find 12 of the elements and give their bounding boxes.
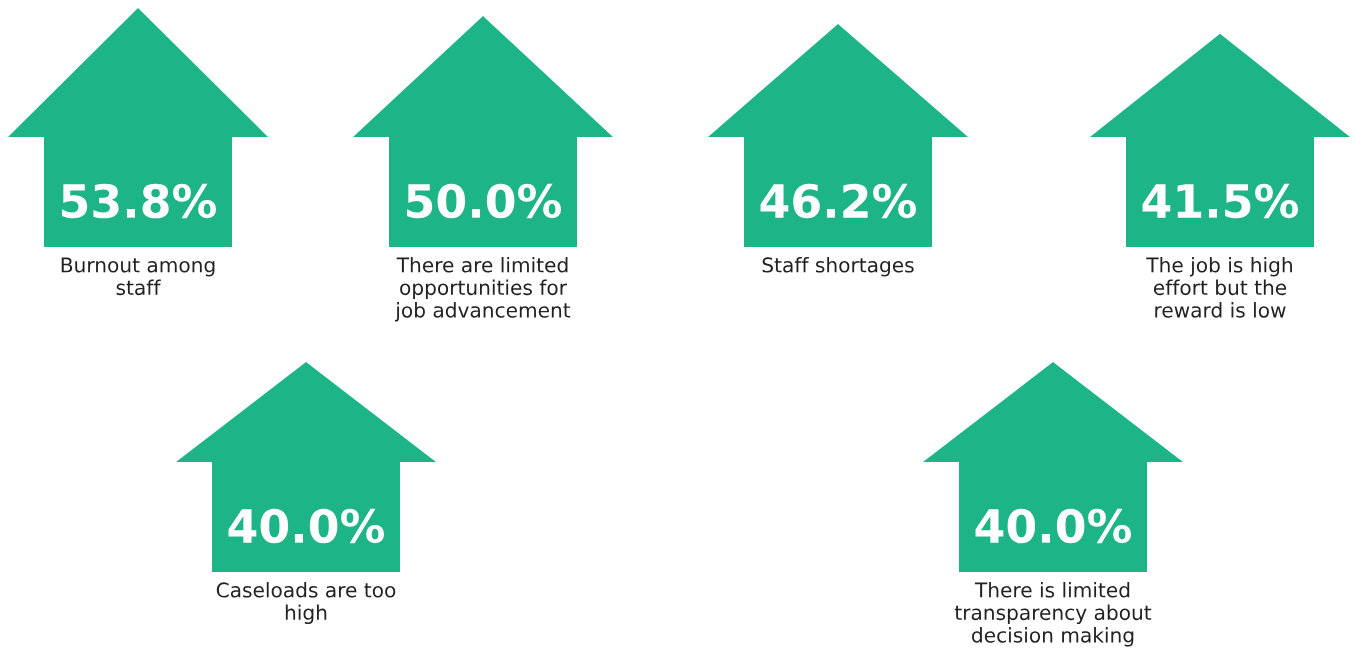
category-label: There is limited transparency about decision making — [954, 582, 1152, 647]
data-label: 50.0% — [407, 183, 562, 219]
category-label: Caseloads are too high — [216, 582, 396, 625]
category-label: There are limited opportunities for job advancement — [394, 257, 571, 322]
data-label: 46.2% — [760, 183, 917, 219]
category-label: Burnout among staff — [61, 257, 215, 296]
data-label: 40.0% — [228, 508, 385, 544]
data-label: 41.5% — [1142, 183, 1299, 219]
data-label: 53.8% — [62, 183, 217, 219]
data-label: 40.0% — [975, 508, 1132, 544]
category-label: Staff shortages — [762, 257, 914, 277]
category-label: The job is high effort but the reward is low — [1146, 257, 1292, 318]
